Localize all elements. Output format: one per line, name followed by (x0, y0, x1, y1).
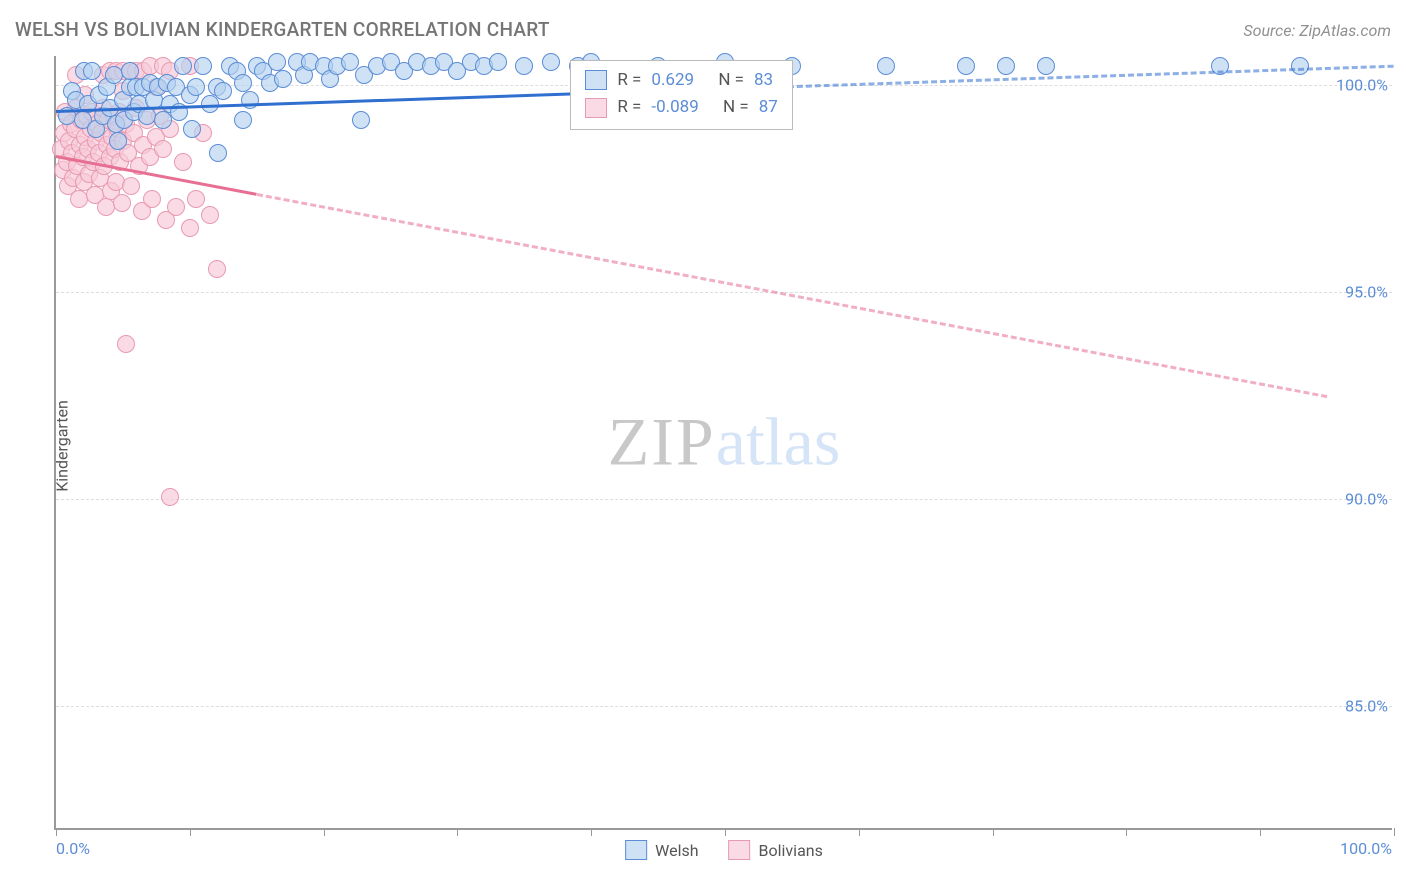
legend-label-welsh: Welsh (655, 841, 698, 860)
gridline (56, 706, 1392, 707)
source-label: Source: ZipAtlas.com (1243, 21, 1391, 40)
bolivians-point (174, 153, 192, 171)
welsh-point (174, 57, 192, 75)
welsh-point (234, 111, 252, 129)
welsh-point (234, 74, 252, 92)
welsh-point (183, 120, 201, 138)
xtick (457, 828, 458, 836)
bolivians-point (201, 206, 219, 224)
watermark-atlas: atlas (716, 404, 841, 480)
correlation-stats-box: R = 0.629 N = 83 R = -0.089 N = 87 (570, 60, 792, 130)
n-label: N = (718, 67, 744, 94)
n-label: N = (723, 94, 749, 121)
xtick (859, 828, 860, 836)
ytick-label: 95.0% (1345, 282, 1388, 301)
welsh-r-value: 0.629 (651, 67, 694, 94)
xtick (1260, 828, 1261, 836)
welsh-point (268, 53, 286, 71)
bolivians-point (122, 177, 140, 195)
bolivians-point (187, 190, 205, 208)
xtick (591, 828, 592, 836)
xtick (190, 828, 191, 836)
welsh-point (1037, 57, 1055, 75)
watermark-zip: ZIP (608, 404, 716, 480)
gridline (56, 499, 1392, 500)
xtick (56, 828, 57, 836)
bolivians-r-value: -0.089 (651, 94, 698, 121)
welsh-point (214, 82, 232, 100)
ytick-label: 85.0% (1345, 696, 1388, 715)
xtick (1126, 828, 1127, 836)
xtick (993, 828, 994, 836)
legend-label-bolivians: Bolivians (759, 841, 823, 860)
legend-item-welsh: Welsh (625, 840, 698, 860)
bolivians-point (143, 190, 161, 208)
welsh-point (209, 144, 227, 162)
gridline (56, 292, 1392, 293)
welsh-point (542, 53, 560, 71)
xtick-label: 0.0% (56, 839, 90, 858)
welsh-point (877, 57, 895, 75)
xtick-label: 100.0% (1340, 839, 1392, 858)
bolivians-point (161, 488, 179, 506)
welsh-point (187, 78, 205, 96)
bolivians-n-value: 87 (759, 94, 778, 121)
welsh-point (489, 53, 507, 71)
welsh-point (109, 132, 127, 150)
welsh-point (274, 70, 292, 88)
welsh-point (515, 57, 533, 75)
legend-item-bolivians: Bolivians (729, 840, 823, 860)
ytick-label: 100.0% (1336, 75, 1388, 94)
welsh-point (83, 62, 101, 80)
swatch-welsh (625, 840, 647, 860)
swatch-welsh (585, 70, 607, 90)
bolivians-point (181, 219, 199, 237)
bolivians-point (167, 198, 185, 216)
welsh-point (1291, 57, 1309, 75)
legend: Welsh Bolivians (625, 840, 823, 860)
welsh-point (352, 111, 370, 129)
bolivians-point (113, 194, 131, 212)
stats-row-bolivians: R = -0.089 N = 87 (585, 94, 777, 121)
welsh-point (121, 62, 139, 80)
xtick (1394, 828, 1395, 836)
ytick-label: 90.0% (1345, 489, 1388, 508)
bolivians-point (117, 335, 135, 353)
stats-row-welsh: R = 0.629 N = 83 (585, 67, 777, 94)
welsh-point (194, 57, 212, 75)
plot-area: ZIPatlas R = 0.629 N = 83 R = -0.089 N =… (54, 56, 1392, 830)
r-label: R = (617, 94, 641, 121)
xtick (324, 828, 325, 836)
welsh-n-value: 83 (754, 67, 773, 94)
xtick (725, 828, 726, 836)
watermark: ZIPatlas (608, 403, 841, 482)
header: WELSH VS BOLIVIAN KINDERGARTEN CORRELATI… (15, 18, 1391, 41)
chart-title: WELSH VS BOLIVIAN KINDERGARTEN CORRELATI… (15, 18, 550, 41)
bolivians-point (154, 140, 172, 158)
welsh-point (997, 57, 1015, 75)
welsh-point (957, 57, 975, 75)
swatch-bolivians (585, 98, 607, 118)
r-label: R = (617, 67, 641, 94)
bolivians-trend-dashed (256, 193, 1327, 398)
swatch-bolivians (729, 840, 751, 860)
chart-container: WELSH VS BOLIVIAN KINDERGARTEN CORRELATI… (0, 0, 1406, 892)
bolivians-point (208, 260, 226, 278)
